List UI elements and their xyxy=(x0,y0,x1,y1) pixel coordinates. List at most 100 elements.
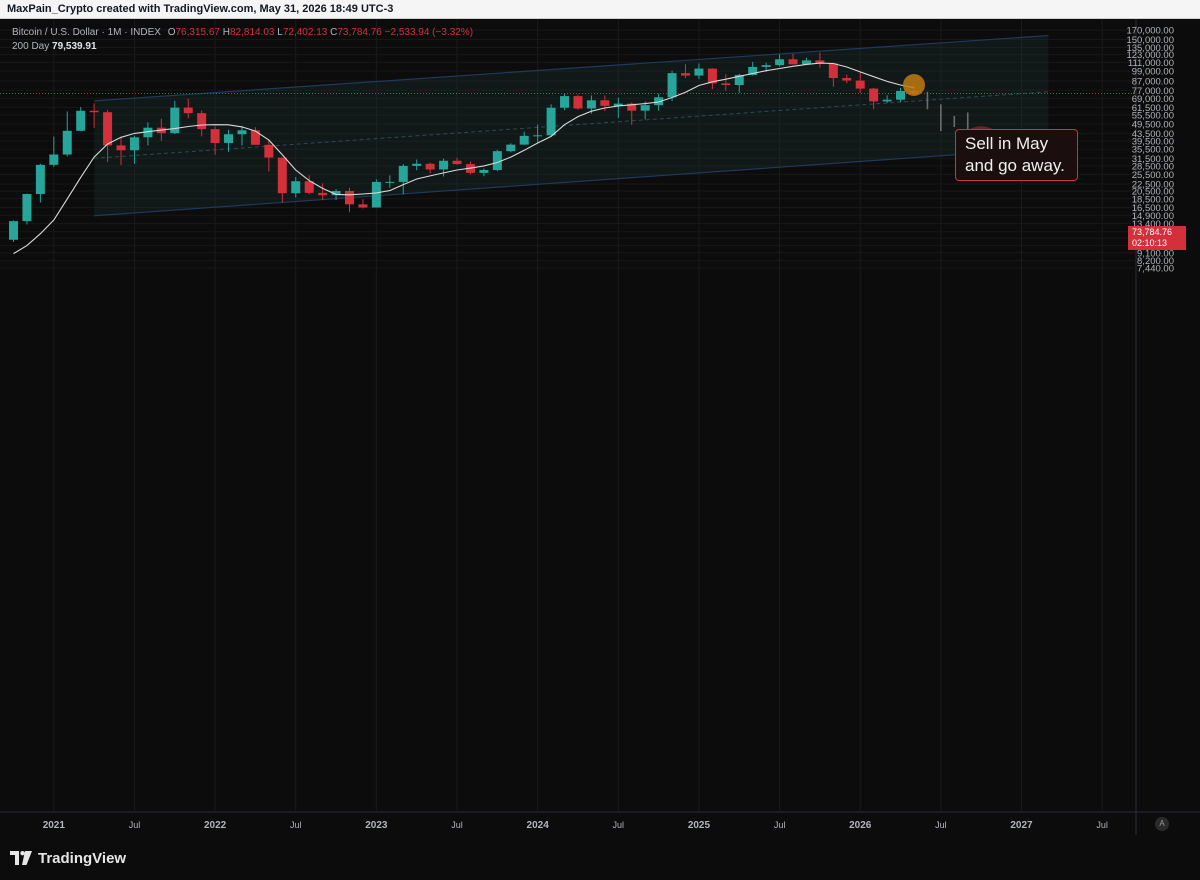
low-value: 72,402.13 xyxy=(282,27,328,38)
candle-down[interactable] xyxy=(425,163,435,170)
candle-up[interactable] xyxy=(479,170,489,173)
candle-down[interactable] xyxy=(452,160,462,165)
candle-down[interactable] xyxy=(345,190,354,205)
candle-down[interactable] xyxy=(573,96,583,109)
ma-label[interactable]: 200 Day xyxy=(12,41,50,52)
candle-up[interactable] xyxy=(546,107,556,136)
auto-scale-button[interactable]: A xyxy=(1155,817,1169,831)
candle-up[interactable] xyxy=(533,135,543,137)
tradingview-logo[interactable]: TradingView xyxy=(10,849,126,867)
price-axis-label: 20,500.00 xyxy=(1132,186,1174,197)
candle-up[interactable] xyxy=(640,105,650,111)
candle-down[interactable] xyxy=(358,204,368,208)
time-axis-label: Jul xyxy=(1096,820,1108,830)
candle-up[interactable] xyxy=(801,60,811,65)
candle-up[interactable] xyxy=(22,194,32,222)
candle-up[interactable] xyxy=(761,65,771,67)
candle-up[interactable] xyxy=(62,130,72,155)
candle-down[interactable] xyxy=(788,59,798,65)
candle-up[interactable] xyxy=(291,181,301,194)
candle-up[interactable] xyxy=(775,59,785,66)
candle-up[interactable] xyxy=(519,135,529,145)
price-axis-label: 135,000.00 xyxy=(1126,43,1174,54)
candle-up[interactable] xyxy=(439,160,449,170)
candle-up[interactable] xyxy=(654,97,664,106)
candle-down[interactable] xyxy=(183,107,193,114)
candle-up[interactable] xyxy=(398,165,408,182)
price-axis-label: 49,500.00 xyxy=(1132,119,1174,130)
candle-down[interactable] xyxy=(89,110,99,113)
candle-down[interactable] xyxy=(304,181,314,193)
price-axis-label: 150,000.00 xyxy=(1126,35,1174,46)
candle-up[interactable] xyxy=(331,190,341,196)
candle-up[interactable] xyxy=(694,68,704,76)
candle-up[interactable] xyxy=(170,107,180,134)
candle-up[interactable] xyxy=(129,137,139,151)
candle-up[interactable] xyxy=(371,181,381,208)
candle-up[interactable] xyxy=(492,151,502,171)
channel-fill xyxy=(94,35,1049,216)
price-axis-label: 13,400.00 xyxy=(1132,219,1174,230)
candle-up[interactable] xyxy=(896,90,906,100)
candle-down[interactable] xyxy=(103,112,113,146)
candle-down[interactable] xyxy=(721,83,731,86)
candle-down[interactable] xyxy=(869,88,879,102)
candle-down[interactable] xyxy=(250,130,260,145)
symbol-label[interactable]: Bitcoin / U.S. Dollar · 1M · INDEX xyxy=(12,27,161,38)
sell-in-may-marker[interactable] xyxy=(902,74,925,97)
candle-down[interactable] xyxy=(264,144,274,158)
candle-up[interactable] xyxy=(35,164,45,195)
channel-upper-line xyxy=(94,34,1049,102)
time-axis-label: 2025 xyxy=(688,820,711,831)
time-axis-label: Jul xyxy=(290,820,302,830)
last-price-value: 73,784.76 xyxy=(1132,227,1173,237)
candle-down[interactable] xyxy=(600,100,610,106)
candle-down[interactable] xyxy=(815,60,825,64)
footer-bar xyxy=(0,845,1200,880)
candle-down[interactable] xyxy=(842,78,852,81)
candle-down[interactable] xyxy=(828,63,838,79)
close-value: 73,784.76 xyxy=(337,27,382,38)
candle-up[interactable] xyxy=(9,221,18,240)
low-key: L xyxy=(277,27,283,38)
candle-down[interactable] xyxy=(707,68,717,84)
candle-up[interactable] xyxy=(76,110,86,131)
price-axis-label: 31,500.00 xyxy=(1132,154,1174,165)
tradingview-logo-icon xyxy=(10,851,32,865)
candle-up[interactable] xyxy=(224,134,234,144)
candle-down[interactable] xyxy=(277,157,287,194)
price-axis-label: 35,500.00 xyxy=(1132,145,1174,156)
candle-down[interactable] xyxy=(116,145,126,151)
time-axis-label: Jul xyxy=(129,820,141,830)
candle-up[interactable] xyxy=(49,154,59,165)
candle-down[interactable] xyxy=(681,73,690,76)
price-axis-label: 8,200.00 xyxy=(1137,256,1174,267)
time-axis-label: 2026 xyxy=(849,820,872,831)
time-axis-label: Jul xyxy=(774,820,786,830)
time-axis-label: 2022 xyxy=(204,820,227,831)
candle-down[interactable] xyxy=(318,192,328,196)
candle-down[interactable] xyxy=(210,129,220,144)
candle-up[interactable] xyxy=(412,163,422,166)
candle-up[interactable] xyxy=(586,100,596,109)
candle-up[interactable] xyxy=(734,74,744,86)
candle-up[interactable] xyxy=(748,66,758,75)
candle-up[interactable] xyxy=(560,96,570,108)
last-price-tag: 73,784.76 02:10:13 xyxy=(1128,226,1186,250)
brand-name: TradingView xyxy=(38,849,127,867)
candle-up[interactable] xyxy=(667,73,677,98)
time-axis-label: 2024 xyxy=(527,820,550,831)
candle-up[interactable] xyxy=(613,103,623,106)
price-axis-label: 25,500.00 xyxy=(1132,170,1174,181)
candle-up[interactable] xyxy=(882,99,892,102)
candle-down[interactable] xyxy=(197,113,207,130)
sell-in-may-callout[interactable]: Sell in May and go away. xyxy=(955,129,1078,181)
candle-up[interactable] xyxy=(143,127,153,138)
candle-down[interactable] xyxy=(855,80,865,89)
time-axis-label: 2027 xyxy=(1010,820,1033,831)
candle-up[interactable] xyxy=(385,181,395,183)
candle-down[interactable] xyxy=(627,103,637,111)
candle-up[interactable] xyxy=(237,130,247,135)
price-axis-label: 22,500.00 xyxy=(1132,179,1174,190)
candle-up[interactable] xyxy=(506,144,516,152)
